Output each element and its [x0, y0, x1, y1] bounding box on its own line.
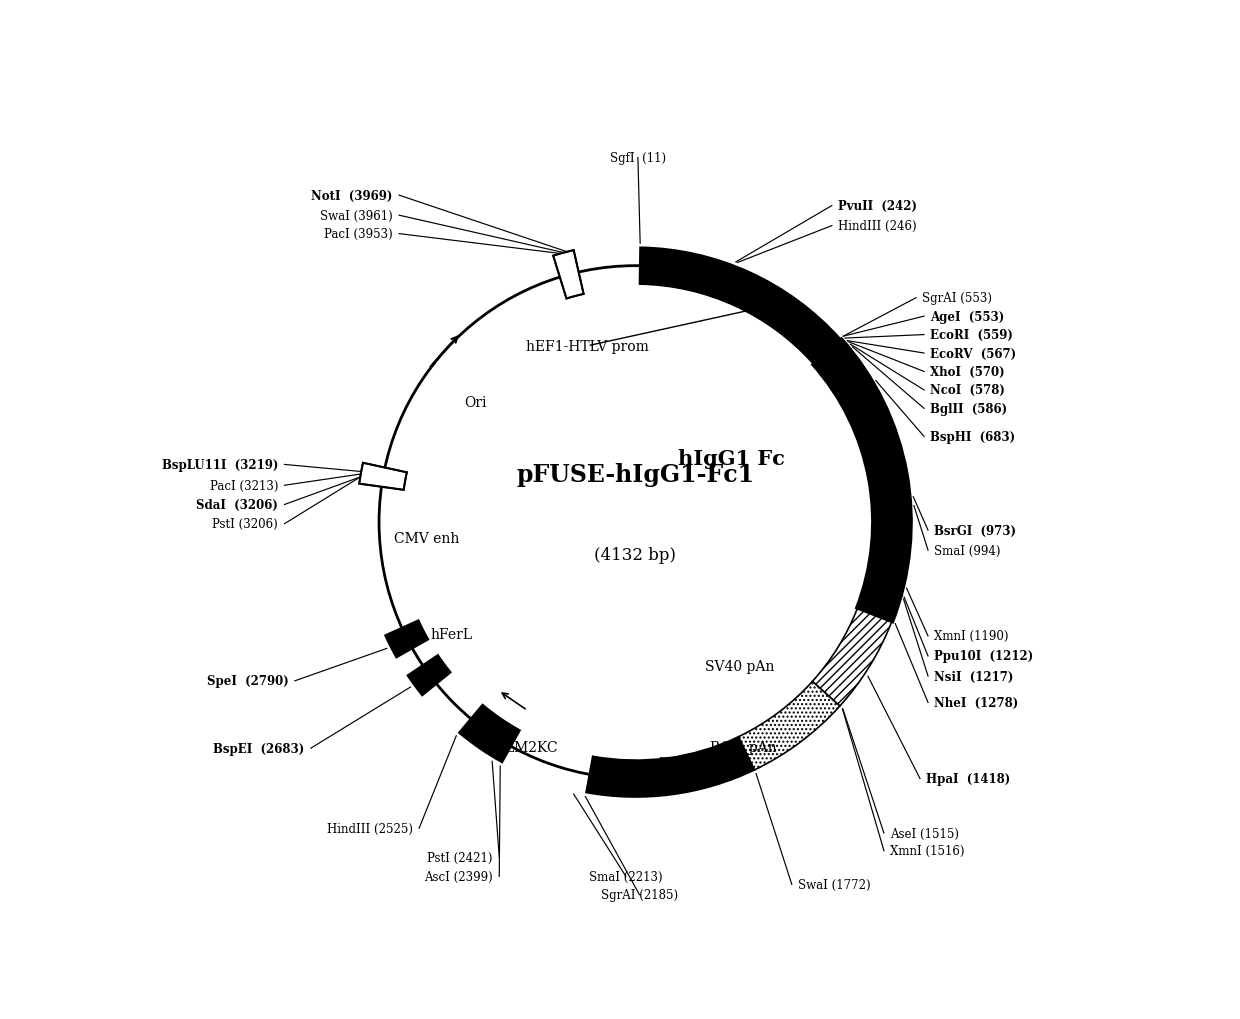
Text: Ori: Ori [464, 395, 486, 410]
Text: XmnI (1190): XmnI (1190) [935, 630, 1009, 643]
Wedge shape [812, 609, 892, 706]
Text: NsiI  (1217): NsiI (1217) [935, 669, 1014, 683]
Text: SgfI  (11): SgfI (11) [610, 152, 666, 165]
Wedge shape [738, 682, 839, 770]
Text: PstI (3206): PstI (3206) [212, 518, 278, 531]
Wedge shape [459, 705, 520, 763]
Text: BspEI  (2683): BspEI (2683) [213, 742, 305, 755]
Text: PstI (2421): PstI (2421) [428, 851, 492, 864]
Text: Ppu10I  (1212): Ppu10I (1212) [935, 650, 1034, 662]
Text: hEF1-HTLV prom: hEF1-HTLV prom [526, 339, 649, 354]
Text: hFerL: hFerL [430, 628, 472, 642]
Text: SwaI (1772): SwaI (1772) [799, 878, 870, 891]
Text: CMV enh: CMV enh [394, 532, 460, 545]
Text: SmaI (994): SmaI (994) [935, 544, 1001, 557]
Text: HpaI  (1418): HpaI (1418) [926, 772, 1011, 786]
Text: EcoRI  (559): EcoRI (559) [930, 329, 1013, 341]
Text: PacI (3213): PacI (3213) [210, 479, 278, 492]
Text: BsrGI  (973): BsrGI (973) [935, 524, 1017, 537]
Text: AgeI  (553): AgeI (553) [930, 311, 1004, 323]
Text: SgrAI (2185): SgrAI (2185) [601, 889, 678, 902]
Text: BspLU11I  (3219): BspLU11I (3219) [161, 459, 278, 472]
Text: EM2KC: EM2KC [505, 740, 558, 754]
Wedge shape [587, 737, 754, 797]
Text: AseI (1515): AseI (1515) [890, 826, 960, 840]
Text: PvuII  (242): PvuII (242) [838, 200, 918, 213]
Wedge shape [384, 621, 428, 658]
Text: hIgG1 Fc: hIgG1 Fc [678, 448, 785, 469]
Text: (4132 bp): (4132 bp) [594, 546, 677, 564]
Text: BglII  (586): BglII (586) [930, 403, 1008, 416]
Text: SmaI (2213): SmaI (2213) [589, 870, 662, 883]
Text: Zeo: Zeo [658, 756, 684, 769]
Text: SdaI  (3206): SdaI (3206) [196, 498, 278, 512]
Wedge shape [553, 251, 584, 300]
Text: HindIII (246): HindIII (246) [838, 220, 916, 233]
Text: EcoRV  (567): EcoRV (567) [930, 347, 1017, 360]
Text: BspHI  (683): BspHI (683) [930, 430, 1016, 443]
Text: HindIII (2525): HindIII (2525) [326, 822, 413, 835]
Wedge shape [360, 464, 407, 490]
Text: SgrAI (553): SgrAI (553) [923, 291, 992, 305]
Text: AscI (2399): AscI (2399) [424, 870, 492, 883]
Text: SwaI (3961): SwaI (3961) [320, 210, 393, 222]
Text: XhoI  (570): XhoI (570) [930, 366, 1006, 379]
Wedge shape [812, 338, 911, 624]
Text: SV40 pAn: SV40 pAn [706, 659, 774, 674]
Text: PacI (3953): PacI (3953) [324, 228, 393, 240]
Text: pFUSE-hIgG1-Fc1: pFUSE-hIgG1-Fc1 [516, 463, 755, 486]
Text: SpeI  (2790): SpeI (2790) [207, 675, 289, 688]
Text: NotI  (3969): NotI (3969) [311, 190, 393, 203]
Wedge shape [407, 655, 451, 696]
Text: NheI  (1278): NheI (1278) [935, 696, 1019, 709]
Text: NcoI  (578): NcoI (578) [930, 384, 1006, 397]
Wedge shape [640, 248, 841, 364]
Text: XmnI (1516): XmnI (1516) [890, 845, 965, 857]
Text: BGlo pAn: BGlo pAn [711, 740, 777, 754]
